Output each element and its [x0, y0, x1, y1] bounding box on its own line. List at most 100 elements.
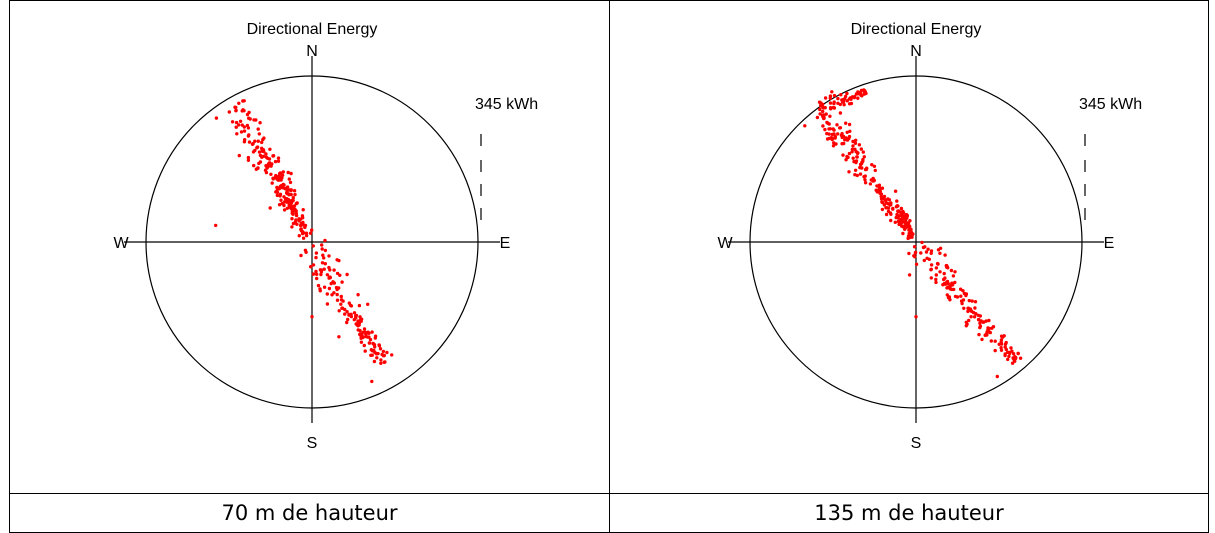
data-point — [959, 294, 963, 298]
data-point — [821, 102, 825, 107]
data-point — [266, 164, 270, 169]
data-point — [258, 121, 262, 125]
data-point — [371, 348, 376, 353]
data-point — [262, 149, 266, 154]
data-point — [290, 217, 294, 221]
data-point — [279, 184, 283, 188]
data-point — [356, 328, 360, 332]
data-point — [288, 180, 293, 185]
data-point — [924, 250, 929, 254]
data-point — [294, 218, 298, 222]
data-point — [995, 374, 999, 379]
data-point — [379, 361, 383, 365]
data-point — [339, 294, 343, 299]
data-point — [247, 140, 252, 144]
data-point — [850, 147, 855, 151]
data-point — [275, 193, 279, 198]
data-point — [853, 141, 858, 145]
data-point — [872, 164, 877, 168]
data-point — [803, 124, 807, 128]
data-point — [297, 217, 301, 221]
data-point — [1011, 352, 1016, 356]
data-point — [349, 312, 353, 316]
data-point — [909, 227, 913, 232]
data-point — [904, 212, 909, 217]
data-point — [907, 231, 911, 236]
data-point — [335, 271, 340, 276]
data-point — [880, 186, 885, 190]
data-point — [256, 166, 260, 170]
data-point — [884, 199, 888, 203]
data-point — [982, 320, 986, 324]
data-point — [899, 206, 904, 211]
data-point — [887, 198, 892, 202]
data-point — [323, 248, 328, 253]
data-point — [969, 308, 973, 313]
data-point — [251, 150, 256, 154]
west-label: W — [113, 235, 129, 252]
data-point — [882, 194, 887, 199]
data-point — [835, 123, 839, 127]
data-point — [301, 208, 305, 212]
data-point — [292, 221, 296, 225]
data-point — [934, 266, 939, 270]
data-point — [332, 281, 336, 285]
data-point — [214, 116, 219, 120]
data-point — [271, 177, 275, 181]
data-point — [831, 144, 836, 148]
data-point — [842, 141, 846, 146]
data-point — [929, 276, 933, 280]
data-point — [871, 179, 875, 183]
data-point — [942, 271, 946, 276]
data-point — [840, 98, 844, 102]
data-point — [945, 279, 950, 284]
data-point — [256, 139, 260, 143]
data-point — [292, 189, 297, 193]
data-point — [828, 96, 832, 101]
data-point — [880, 200, 884, 204]
data-point — [239, 130, 244, 134]
data-point — [832, 132, 836, 136]
data-point — [248, 117, 252, 121]
data-point — [301, 236, 306, 240]
data-point — [304, 231, 309, 235]
data-point — [327, 286, 332, 291]
data-point — [878, 191, 882, 195]
data-point — [848, 129, 852, 133]
data-point — [863, 178, 867, 182]
data-point — [855, 173, 859, 178]
data-point — [279, 198, 283, 202]
data-point — [894, 205, 899, 209]
chart-title: Directional Energy — [851, 21, 982, 38]
data-point — [921, 245, 926, 250]
data-point — [310, 228, 314, 232]
data-point — [847, 151, 852, 156]
data-point — [257, 150, 262, 154]
data-point — [1003, 352, 1007, 356]
data-point — [964, 293, 968, 298]
data-point — [977, 332, 981, 337]
data-point — [824, 112, 828, 116]
data-point — [884, 212, 889, 217]
data-point — [815, 115, 820, 120]
data-point — [845, 99, 849, 103]
data-point — [934, 277, 938, 282]
data-point — [238, 119, 243, 124]
data-point — [857, 143, 862, 147]
directional-energy-chart-70m: Directional Energy N S W E 345 kWh — [113, 21, 538, 452]
data-point — [293, 192, 297, 197]
data-point — [267, 157, 272, 161]
data-point — [332, 268, 336, 272]
data-point — [874, 188, 878, 192]
data-point — [821, 113, 826, 117]
data-point — [989, 339, 993, 343]
data-point — [322, 267, 326, 271]
data-point — [922, 258, 926, 263]
data-point — [844, 158, 848, 162]
data-point — [237, 101, 241, 106]
data-point — [340, 280, 344, 284]
data-point — [889, 218, 893, 223]
data-point — [335, 258, 339, 262]
data-point — [863, 181, 868, 185]
data-point — [366, 302, 370, 306]
